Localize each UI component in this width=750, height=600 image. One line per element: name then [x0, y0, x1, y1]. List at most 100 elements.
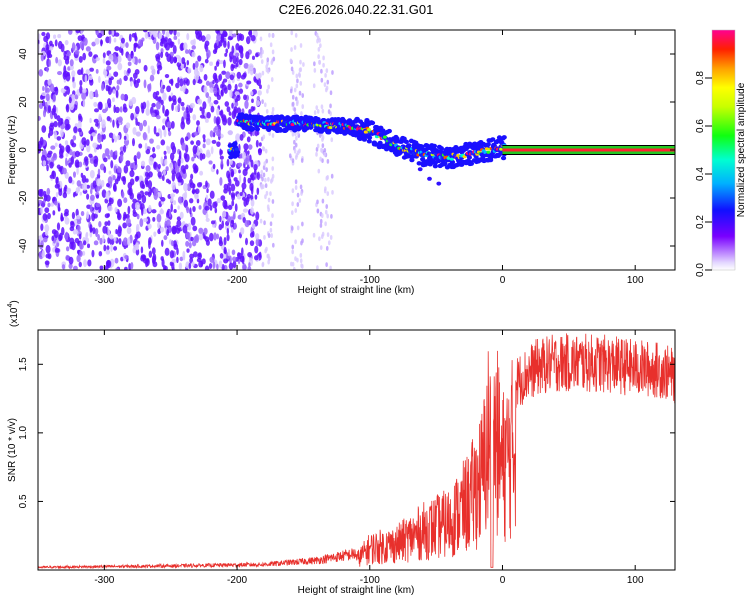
spectrogram-cell — [199, 170, 204, 176]
spectrogram-cell — [319, 245, 323, 251]
spectrogram-cell — [71, 211, 76, 220]
spectrogram-cell — [129, 76, 133, 83]
spectrogram-cell — [205, 217, 210, 223]
spectrogram-cell — [84, 158, 89, 167]
spectrogram-cell — [182, 225, 188, 234]
spectrogram-cell — [205, 91, 210, 99]
spectrogram-cell — [144, 142, 148, 151]
spectrogram-cell — [211, 220, 215, 225]
spectrogram-cell — [316, 199, 319, 205]
spectrogram-cell — [220, 159, 224, 165]
spectrogram-cell — [86, 193, 90, 200]
spectrogram-cell — [199, 114, 206, 119]
spectrogram-cell — [127, 61, 132, 67]
spectrogram-cell — [488, 157, 494, 163]
spectrogram-cell — [199, 152, 203, 161]
spectrogram-cell — [212, 163, 216, 170]
spectrogram-cell — [204, 236, 210, 242]
spectrogram-cell — [449, 159, 456, 165]
spectrogram-cell — [265, 167, 268, 173]
spectrogram-cell — [242, 196, 247, 201]
spectrogram-cell — [170, 203, 173, 213]
spectrogram-cell — [164, 42, 171, 51]
spectrogram-cell — [44, 260, 50, 266]
spectrogram-cell — [78, 113, 82, 120]
spectrogram-cell — [117, 225, 122, 234]
spectrogram-cell — [157, 128, 162, 133]
spectrogram-cell — [123, 197, 128, 204]
spectrogram-cell — [324, 221, 327, 227]
spectrogram-cell — [127, 182, 133, 190]
spectrogram-cell — [64, 140, 69, 146]
spectrogram-cell — [195, 139, 201, 147]
spectrogram-cell — [77, 120, 82, 130]
spectrogram-cell — [256, 171, 261, 181]
spectrogram-cell — [107, 220, 111, 226]
spectrogram-cell — [143, 79, 147, 89]
spectrogram-cell — [209, 130, 214, 138]
spectrogram-cell — [215, 30, 220, 34]
spectrogram-cell — [234, 102, 239, 107]
spectrogram-cell — [76, 254, 81, 263]
spectrogram-cell — [321, 135, 325, 140]
spectrogram-cell — [210, 146, 214, 155]
spectrogram-cell — [123, 165, 129, 174]
spectrogram-cell — [327, 109, 331, 115]
spectrogram-cell — [213, 87, 218, 95]
spectrogram-cell — [90, 194, 95, 201]
spectrogram-cell — [247, 65, 251, 74]
spectrogram-cell — [72, 171, 77, 178]
spectrogram-cell — [184, 191, 188, 200]
spectrogram-cell — [172, 56, 178, 64]
spectrogram-cell — [228, 262, 234, 270]
spectrogram-cell — [179, 43, 184, 52]
spectrogram-cell — [89, 126, 94, 135]
spectrogram-cell — [197, 125, 201, 134]
spectrogram-cell — [82, 52, 87, 61]
spectrogram-cell — [160, 139, 166, 146]
spectrogram-cell — [90, 188, 93, 195]
spectrogram-cell — [229, 159, 233, 166]
spectrogram-cell — [271, 166, 274, 171]
spectrogram-cell — [113, 56, 119, 65]
spectrogram-cell — [53, 200, 58, 206]
spectrogram-cell — [231, 199, 235, 207]
spectrogram-cell — [136, 152, 141, 159]
spectrogram-cell — [192, 78, 196, 86]
spectrogram-cell — [111, 30, 115, 37]
spectrogram-cell — [197, 98, 202, 105]
spectrogram-cell — [291, 225, 294, 231]
spectrogram-cell — [229, 56, 233, 63]
spectrogram-cell — [75, 214, 81, 220]
spectrogram-cell — [141, 183, 146, 190]
spectrogram-cell — [226, 234, 230, 242]
spectrogram-cell — [233, 222, 237, 230]
spectrogram-cell — [248, 108, 252, 115]
spectrogram-cell — [168, 226, 172, 234]
spectrogram-cell — [192, 183, 196, 189]
spectrogram-cell — [68, 176, 73, 184]
spectrogram-cell — [371, 142, 378, 147]
spectrogram-cell — [216, 169, 219, 175]
spectrogram-cell — [192, 145, 198, 155]
spectrogram-cell — [147, 223, 152, 230]
spectrogram-cell — [132, 198, 137, 204]
spectrogram-cell — [77, 127, 82, 133]
spectrogram-cell — [171, 145, 177, 155]
spectrogram-cell — [101, 83, 105, 91]
spectrogram-cell — [97, 134, 102, 143]
spectrogram-cell — [298, 67, 302, 73]
spectrogram-cell — [149, 138, 154, 144]
spectrogram-cell — [188, 49, 191, 55]
spectrogram-cell — [147, 191, 151, 198]
spectrogram-cell — [49, 174, 55, 179]
spectrogram-cell — [100, 39, 103, 45]
spectrogram-cell — [262, 172, 266, 178]
spectrogram-cell — [147, 83, 151, 90]
spectrogram-cell — [198, 227, 204, 235]
spectrogram-cell — [265, 64, 268, 70]
spectrogram-cell — [115, 89, 119, 99]
spectrogram-cell — [272, 56, 276, 62]
spectrogram-cell — [163, 150, 167, 155]
